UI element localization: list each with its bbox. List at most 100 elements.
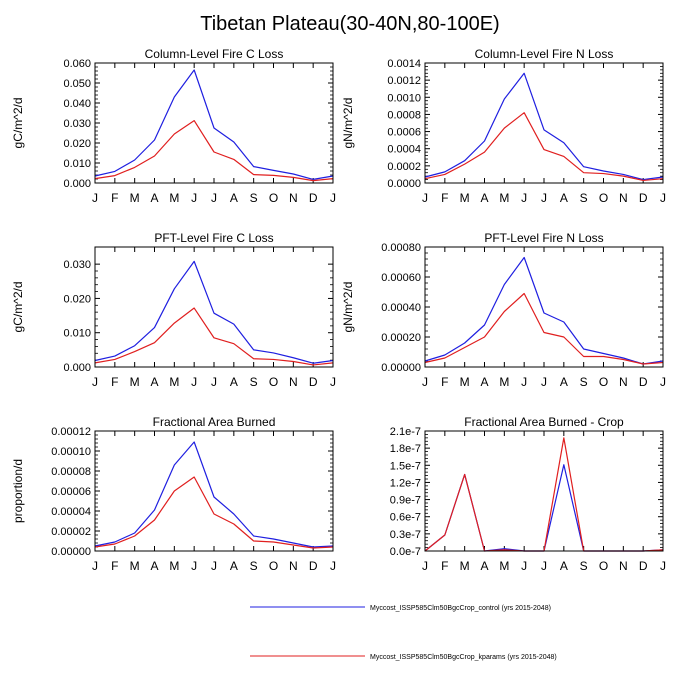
y-tick-label: 0.0006 — [387, 127, 421, 139]
y-tick-label: 0.0004 — [387, 144, 421, 156]
chart-title: Column-Level Fire C Loss — [145, 47, 284, 61]
series-line-kparams — [424, 292, 664, 365]
chart-panel-4: PFT-Level Fire N Loss gN/m^2/d 0.00000 0.00… — [341, 231, 666, 389]
y-tick-label: 0.060 — [63, 58, 91, 70]
x-tick-label: S — [580, 559, 588, 573]
x-tick-label: M — [460, 191, 470, 205]
x-tick-label: A — [480, 375, 488, 389]
x-tick-label: D — [309, 191, 318, 205]
x-tick-label: A — [560, 191, 568, 205]
y-tick-label: 0.0000 — [387, 178, 421, 190]
series-line-kparams — [424, 112, 664, 182]
y-tick-label: 0.00002 — [51, 526, 91, 538]
y-tick-label: 0.00020 — [381, 332, 421, 344]
y-tick-label: 0.050 — [63, 78, 91, 90]
x-tick-label: J — [660, 375, 666, 389]
y-tick-label: 0.020 — [63, 138, 91, 150]
y-tick-label: 0.00040 — [381, 302, 421, 314]
y-tick-label: 0.040 — [63, 98, 91, 110]
x-tick-label: A — [230, 191, 238, 205]
x-tick-label: N — [289, 191, 298, 205]
series-line-kparams — [94, 476, 334, 549]
x-tick-label: O — [599, 191, 608, 205]
y-tick-label: 0.00060 — [381, 272, 421, 284]
y-axis-label: gN/m^2/d — [341, 98, 355, 149]
x-tick-label: J — [92, 191, 98, 205]
y-tick-label: 0.0002 — [387, 161, 421, 173]
chart-panel-1: Column-Level Fire C Loss gC/m^2/d 0.000 0.0… — [11, 47, 336, 205]
x-tick-label: F — [111, 375, 118, 389]
x-tick-label: A — [150, 559, 158, 573]
x-tick-label: O — [599, 559, 608, 573]
x-tick-label: J — [191, 559, 197, 573]
series-line-control — [94, 260, 334, 364]
y-axis-label: gC/m^2/d — [11, 98, 25, 149]
y-tick-label: 0.00006 — [51, 486, 91, 498]
x-tick-label: N — [619, 375, 628, 389]
y-tick-label: 1.8e-7 — [390, 443, 421, 455]
x-tick-label: M — [460, 559, 470, 573]
legend-label-kparams: Myccost_ISSP585Clm50BgcCrop_kparams (yrs… — [370, 654, 557, 661]
x-tick-label: O — [269, 191, 278, 205]
y-tick-label: 0.3e-7 — [390, 529, 421, 541]
x-tick-label: A — [150, 191, 158, 205]
y-tick-label: 0.6e-7 — [390, 512, 421, 524]
x-tick-label: J — [541, 191, 547, 205]
x-tick-label: F — [111, 191, 118, 205]
y-tick-label: 2.1e-7 — [390, 426, 421, 438]
y-tick-label: 0.000 — [63, 178, 91, 190]
series-line-kparams — [94, 307, 334, 366]
y-tick-label: 0.0008 — [387, 109, 421, 121]
plot-frame — [94, 62, 334, 184]
figure-title: Tibetan Plateau(30-40N,80-100E) — [200, 13, 499, 35]
x-tick-label: O — [269, 375, 278, 389]
x-tick-label: M — [499, 559, 509, 573]
plot-frame — [424, 62, 664, 184]
y-tick-label: 1.5e-7 — [390, 460, 421, 472]
plot-frame — [424, 430, 664, 552]
x-tick-label: D — [639, 375, 648, 389]
x-tick-label: S — [250, 559, 258, 573]
y-tick-label: 0.0012 — [387, 75, 421, 87]
x-tick-label: J — [330, 375, 336, 389]
series-line-kparams — [94, 119, 334, 182]
y-axis-label: gC/m^2/d — [11, 282, 25, 333]
x-tick-label: J — [541, 559, 547, 573]
chart-title: Column-Level Fire N Loss — [475, 47, 614, 61]
x-tick-label: F — [441, 191, 448, 205]
y-tick-label: 0.020 — [63, 293, 91, 305]
x-tick-label: J — [211, 559, 217, 573]
x-tick-label: M — [130, 559, 140, 573]
y-tick-label: 0.00000 — [51, 546, 91, 558]
x-tick-label: J — [521, 559, 527, 573]
chart-title: PFT-Level Fire N Loss — [484, 231, 603, 245]
x-tick-label: N — [619, 559, 628, 573]
y-tick-label: 0.010 — [63, 158, 91, 170]
x-tick-label: F — [441, 375, 448, 389]
x-tick-label: J — [211, 375, 217, 389]
chart-panels: Column-Level Fire C Loss gC/m^2/d 0.000 0.0… — [11, 47, 666, 573]
x-tick-label: M — [169, 191, 179, 205]
legend-label-control: Myccost_ISSP585Clm50BgcCrop_control (yrs… — [370, 605, 551, 612]
x-tick-label: J — [92, 375, 98, 389]
y-tick-label: 0.0010 — [387, 92, 421, 104]
x-tick-label: J — [191, 375, 197, 389]
y-tick-label: 1.2e-7 — [390, 477, 421, 489]
x-tick-label: M — [499, 191, 509, 205]
y-tick-label: 0.00004 — [51, 506, 91, 518]
chart-title: Fractional Area Burned — [153, 415, 276, 429]
y-tick-label: 0.010 — [63, 328, 91, 340]
y-axis-label: proportion/d — [11, 459, 25, 523]
legend: Myccost_ISSP585Clm50BgcCrop_control (yrs… — [250, 605, 557, 661]
x-tick-label: A — [480, 559, 488, 573]
x-tick-label: J — [541, 375, 547, 389]
x-tick-label: D — [309, 559, 318, 573]
chart-title: Fractional Area Burned - Crop — [464, 415, 624, 429]
x-tick-label: M — [169, 375, 179, 389]
y-tick-label: 0.000 — [63, 362, 91, 374]
chart-panel-2: Column-Level Fire N Loss gN/m^2/d 0.0000 0.… — [341, 47, 666, 205]
x-tick-label: M — [460, 375, 470, 389]
x-tick-label: O — [269, 559, 278, 573]
y-tick-label: 0.030 — [63, 118, 91, 130]
